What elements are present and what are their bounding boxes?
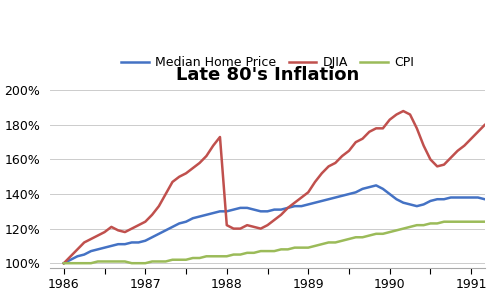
Median Home Price xyxy=(224,209,230,213)
CPI xyxy=(176,258,182,261)
Median Home Price xyxy=(128,241,134,244)
Median Home Price xyxy=(332,196,338,199)
Line: Median Home Price: Median Home Price xyxy=(64,185,500,263)
Median Home Price xyxy=(366,185,372,189)
DJIA xyxy=(224,223,230,227)
CPI xyxy=(332,241,338,244)
Title: Late 80's Inflation: Late 80's Inflation xyxy=(176,66,359,84)
Median Home Price xyxy=(176,222,182,225)
Median Home Price xyxy=(373,184,379,187)
CPI xyxy=(386,230,392,234)
CPI xyxy=(61,261,67,265)
DJIA xyxy=(176,175,182,178)
CPI xyxy=(128,261,134,265)
Median Home Price xyxy=(61,261,67,265)
Median Home Price xyxy=(394,197,400,201)
DJIA xyxy=(128,227,134,230)
Line: DJIA: DJIA xyxy=(64,90,500,263)
Line: CPI: CPI xyxy=(64,216,500,263)
CPI xyxy=(366,234,372,237)
DJIA xyxy=(366,130,372,134)
Legend: Median Home Price, DJIA, CPI: Median Home Price, DJIA, CPI xyxy=(116,51,419,74)
DJIA xyxy=(332,161,338,165)
DJIA xyxy=(386,118,392,122)
CPI xyxy=(224,254,230,258)
DJIA xyxy=(61,261,67,265)
